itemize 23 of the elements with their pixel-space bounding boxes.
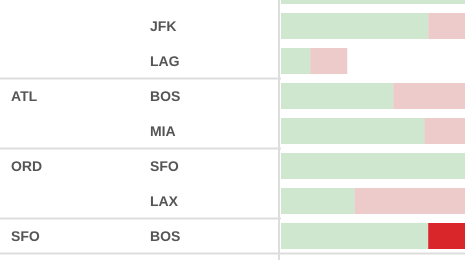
y-tick-label: BOS bbox=[150, 228, 180, 244]
bar bbox=[281, 223, 428, 249]
text: SFO bbox=[11, 228, 40, 244]
bar bbox=[354, 188, 465, 214]
y-tick-label: LAG bbox=[150, 52, 180, 69]
bar bbox=[393, 83, 465, 109]
bar bbox=[281, 153, 465, 179]
bar bbox=[424, 118, 465, 144]
y-tick-label: SFO bbox=[150, 158, 179, 174]
y-tick-label: LAX bbox=[150, 192, 179, 209]
y-tick-label: BOS bbox=[150, 88, 180, 104]
bar bbox=[281, 188, 355, 214]
bar bbox=[310, 48, 348, 74]
bar bbox=[281, 13, 428, 39]
text: ATL bbox=[11, 88, 38, 104]
y-tick-label: MIA bbox=[150, 122, 176, 139]
text: ORD bbox=[11, 158, 42, 174]
bar bbox=[281, 48, 310, 74]
y-tick-label: JFK bbox=[150, 18, 176, 34]
bar bbox=[428, 13, 465, 39]
bar bbox=[428, 223, 465, 249]
bar bbox=[281, 118, 425, 144]
bar bbox=[281, 83, 394, 109]
